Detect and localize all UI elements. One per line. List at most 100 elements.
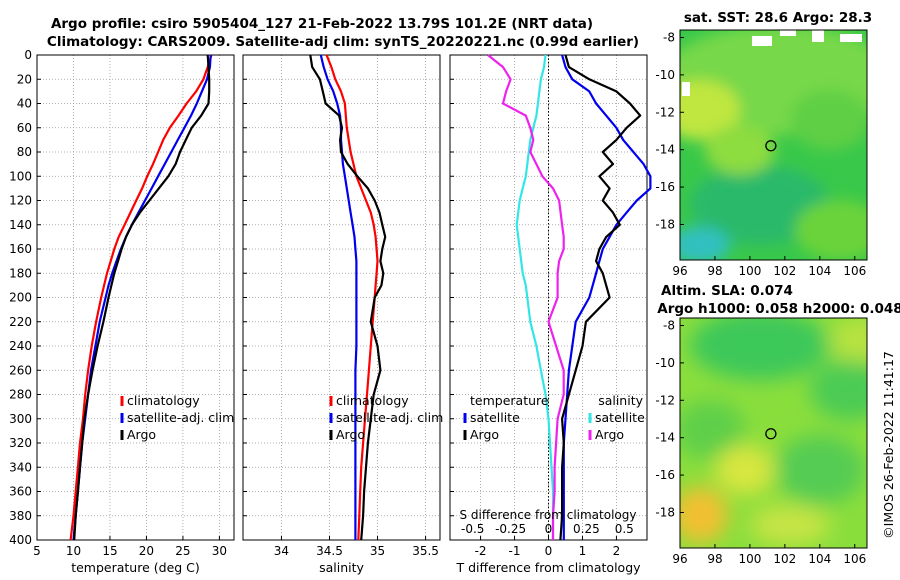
x-tick-label: 2 bbox=[613, 544, 621, 558]
sla-map bbox=[680, 318, 867, 548]
y-tick-label: 360 bbox=[9, 485, 32, 499]
s-diff-tick-label: 0.5 bbox=[615, 522, 634, 536]
y-tick-label: 120 bbox=[9, 194, 32, 208]
x-tick-label: 35.5 bbox=[412, 544, 439, 558]
diff-legend-temp-sat-label: satellite bbox=[470, 410, 520, 425]
map-x-tick-label: 96 bbox=[672, 264, 687, 278]
map-x-tick-label: 98 bbox=[707, 552, 722, 566]
map-y-tick-label: -10 bbox=[655, 68, 675, 82]
sst-map-frame bbox=[679, 29, 868, 261]
x-tick-label: -1 bbox=[509, 544, 521, 558]
x-tick-label: 10 bbox=[66, 544, 81, 558]
map-y-tick-label: -12 bbox=[655, 393, 675, 407]
x-tick-label: 1 bbox=[579, 544, 587, 558]
map-x-tick-label: 104 bbox=[808, 552, 831, 566]
y-tick-label: 180 bbox=[9, 266, 32, 280]
y-tick-label: 20 bbox=[17, 72, 32, 86]
y-tick-label: 400 bbox=[9, 533, 32, 547]
map-y-tick-label: -8 bbox=[663, 30, 675, 44]
x-tick-label: 25 bbox=[175, 544, 190, 558]
temperature-panel: 5 10 15 20 25 3002040608010012014016018020022… bbox=[9, 48, 235, 575]
temperature-legend-0-label: climatology bbox=[127, 393, 200, 408]
map-y-tick-label: -8 bbox=[663, 318, 675, 332]
x-tick-label: 0 bbox=[545, 544, 553, 558]
imos-credit: ©IMOS 26-Feb-2022 11:41:17 bbox=[881, 351, 896, 539]
y-tick-label: 80 bbox=[17, 145, 32, 159]
y-tick-label: 140 bbox=[9, 218, 32, 232]
y-tick-label: 240 bbox=[9, 339, 32, 353]
diff-legend-sal-argo-label: Argo bbox=[595, 427, 624, 442]
x-axis-label: T difference from climatology bbox=[455, 560, 641, 575]
y-tick-label: 280 bbox=[9, 388, 32, 402]
s-diff-axis-label: S difference from climatology bbox=[460, 508, 637, 522]
x-tick-label: 30 bbox=[212, 544, 227, 558]
difference-panel: -2 -1 0 1 2 T difference from climatology -0.5… bbox=[449, 54, 652, 575]
map-x-tick-label: 100 bbox=[738, 264, 761, 278]
map-x-tick-label: 102 bbox=[773, 552, 796, 566]
s-diff-tick-label: 0 bbox=[545, 522, 553, 536]
salinity-line-2 bbox=[309, 54, 387, 541]
y-tick-label: 220 bbox=[9, 315, 32, 329]
x-axis-label: salinity bbox=[319, 560, 364, 575]
sla-map-frame bbox=[679, 317, 868, 549]
map-y-tick-label: -10 bbox=[655, 356, 675, 370]
s-diff-tick-label: -0.25 bbox=[495, 522, 526, 536]
sst-profile-marker bbox=[765, 140, 777, 152]
y-tick-label: 160 bbox=[9, 242, 32, 256]
y-tick-label: 380 bbox=[9, 509, 32, 523]
temperature-legend-1-label: satellite-adj. clim bbox=[127, 410, 234, 425]
map-x-tick-label: 100 bbox=[738, 552, 761, 566]
panel-frame bbox=[242, 54, 441, 541]
sla-map-title-line1: Altim. SLA: 0.074 bbox=[661, 283, 793, 299]
diff-legend-temperature-title: temperature bbox=[470, 393, 549, 408]
sla-map-title-line2: Argo h1000: 0.058 h2000: 0.048 bbox=[657, 301, 900, 317]
x-tick-label: -2 bbox=[475, 544, 487, 558]
diff-legend-salinity-title: salinity bbox=[598, 393, 643, 408]
map-y-tick-label: -18 bbox=[655, 505, 675, 519]
map-x-tick-label: 102 bbox=[773, 264, 796, 278]
sst-map-axes: 96 98 100 102 104 106 -8 -10 -12 -14 -16 -18 bbox=[655, 30, 866, 278]
temperature-line-0 bbox=[69, 54, 213, 541]
map-x-tick-label: 106 bbox=[843, 264, 866, 278]
salinity-line-0 bbox=[325, 54, 379, 541]
s-diff-tick-label: -0.5 bbox=[461, 522, 484, 536]
figure-title-line2: Climatology: CARS2009. Satellite-adj cli… bbox=[47, 34, 639, 50]
panel-frame bbox=[36, 54, 235, 541]
salinity-satellite-diff-line bbox=[515, 54, 555, 540]
map-y-tick-label: -18 bbox=[655, 217, 675, 231]
y-tick-label: 260 bbox=[9, 363, 32, 377]
temperature-legend-2-label: Argo bbox=[127, 427, 156, 442]
salinity-legend-0-label: climatology bbox=[336, 393, 409, 408]
figure-title-line1: Argo profile: csiro 5905404_127 21-Feb-2… bbox=[51, 16, 593, 32]
salinity-legend-2-label: Argo bbox=[336, 427, 365, 442]
map-x-tick-label: 98 bbox=[707, 264, 722, 278]
map-x-tick-label: 96 bbox=[672, 552, 687, 566]
x-tick-label: 5 bbox=[33, 544, 41, 558]
salinity-panel: 34 34.5 35 35.5 salinity climatology satellite… bbox=[242, 54, 443, 575]
y-tick-label: 100 bbox=[9, 169, 32, 183]
temperature-line-2 bbox=[73, 54, 211, 541]
map-y-tick-label: -16 bbox=[655, 180, 675, 194]
sst-map-title: sat. SST: 28.6 Argo: 28.3 bbox=[684, 10, 872, 26]
x-tick-label: 15 bbox=[102, 544, 117, 558]
y-tick-label: 60 bbox=[17, 121, 32, 135]
y-tick-label: 0 bbox=[24, 48, 32, 62]
x-tick-label: 34.5 bbox=[316, 544, 343, 558]
y-tick-label: 300 bbox=[9, 412, 32, 426]
x-tick-label: 35 bbox=[370, 544, 385, 558]
x-tick-label: 20 bbox=[139, 544, 154, 558]
map-y-tick-label: -12 bbox=[655, 105, 675, 119]
x-axis-label: temperature (deg C) bbox=[71, 560, 200, 575]
diff-legend-sal-sat-label: satellite bbox=[595, 410, 645, 425]
salinity-argo-diff-line bbox=[487, 54, 565, 540]
y-tick-label: 340 bbox=[9, 460, 32, 474]
y-tick-label: 40 bbox=[17, 97, 32, 111]
sla-profile-marker bbox=[765, 428, 777, 440]
s-diff-tick-label: 0.25 bbox=[573, 522, 600, 536]
diff-legend-temp-argo-label: Argo bbox=[470, 427, 499, 442]
salinity-legend-1-label: satellite-adj. clim bbox=[336, 410, 443, 425]
map-y-tick-label: -14 bbox=[655, 143, 675, 157]
x-tick-label: 34 bbox=[274, 544, 289, 558]
temperature-argo-diff-line bbox=[559, 54, 642, 541]
